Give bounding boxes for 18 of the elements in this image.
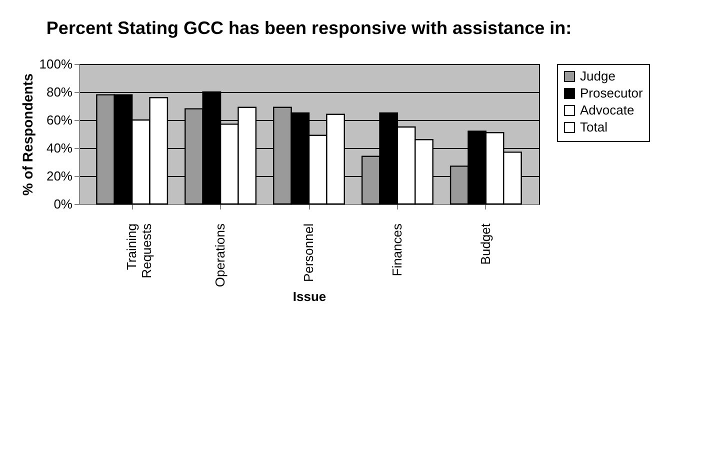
x-tick-label: Operations (212, 223, 228, 288)
x-tick-label: Budget (478, 223, 493, 265)
legend-label: Total (580, 120, 608, 134)
x-tick-label: Finances (389, 223, 404, 276)
y-tick-label: 100% (39, 56, 73, 72)
legend-label: Judge (580, 68, 616, 84)
chart-title: Percent Stating GCC has been responsive with assistance in: (46, 18, 572, 38)
x-tick-label: Training Requests (124, 223, 154, 278)
y-axis-title: % of Respondents (19, 73, 36, 196)
y-tick-label: 60% (46, 112, 73, 128)
y-tick-label: 80% (46, 84, 73, 100)
x-tick-label: Personnel (301, 223, 316, 282)
y-tick-label: 20% (46, 168, 73, 184)
y-tick-label: 0% (54, 196, 73, 212)
y-tick-label: 40% (46, 140, 73, 156)
legend-label: Prosecutor (580, 86, 644, 100)
x-axis-title: Issue (292, 289, 326, 304)
legend-label: Advocate (580, 102, 634, 118)
